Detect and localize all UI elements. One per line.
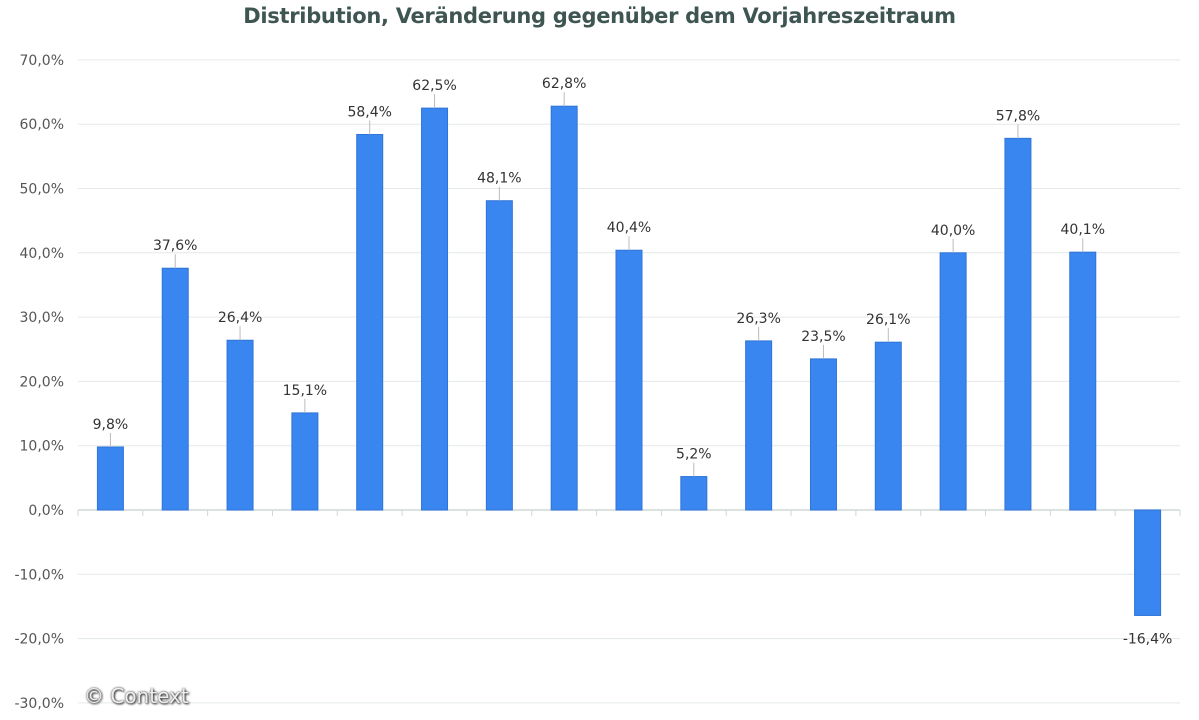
data-label: 5,2%	[676, 447, 712, 463]
data-label: 40,0%	[931, 223, 975, 239]
data-label: 48,1%	[477, 171, 521, 187]
data-label: -16,4%	[1123, 631, 1173, 647]
data-label: 58,4%	[347, 104, 391, 120]
data-label: 40,1%	[1061, 222, 1105, 238]
y-tick-label: 50,0%	[20, 182, 64, 198]
bar	[356, 133, 384, 511]
y-tick-label: 70,0%	[20, 53, 64, 69]
y-tick-label: 20,0%	[20, 374, 64, 390]
bar	[809, 358, 837, 511]
bar	[161, 267, 189, 511]
data-label: 37,6%	[153, 238, 197, 254]
y-tick-label: 30,0%	[20, 310, 64, 326]
data-label: 26,3%	[736, 311, 780, 327]
watermark: © Context	[84, 684, 189, 708]
y-tick-label: -10,0%	[14, 567, 64, 583]
bar	[550, 105, 578, 511]
bar	[226, 339, 254, 511]
bar	[939, 252, 967, 511]
data-label: 23,5%	[801, 329, 845, 345]
bar	[485, 200, 513, 511]
bar	[615, 249, 643, 511]
bar	[1004, 137, 1032, 511]
y-tick-label: 0,0%	[28, 503, 64, 519]
bar	[1069, 251, 1097, 511]
data-label: 40,4%	[607, 220, 651, 236]
bar	[96, 446, 124, 511]
bar	[680, 476, 708, 511]
data-label: 57,8%	[996, 108, 1040, 124]
data-label: 62,8%	[542, 76, 586, 92]
data-label: 62,5%	[412, 78, 456, 94]
y-tick-label: -20,0%	[14, 632, 64, 648]
y-tick-label: 10,0%	[20, 439, 64, 455]
y-tick-label: 40,0%	[20, 246, 64, 262]
data-label: 9,8%	[93, 417, 129, 433]
bar	[874, 341, 902, 511]
data-label: 26,4%	[218, 310, 262, 326]
bar	[745, 340, 773, 511]
bar	[421, 107, 449, 511]
y-tick-label: 60,0%	[20, 117, 64, 133]
bar	[291, 412, 319, 511]
data-label: 15,1%	[283, 383, 327, 399]
chart-title: Distribution, Veränderung gegenüber dem …	[243, 4, 956, 28]
y-tick-label: -30,0%	[14, 696, 64, 712]
data-label: 26,1%	[866, 312, 910, 328]
bar	[1134, 509, 1162, 616]
